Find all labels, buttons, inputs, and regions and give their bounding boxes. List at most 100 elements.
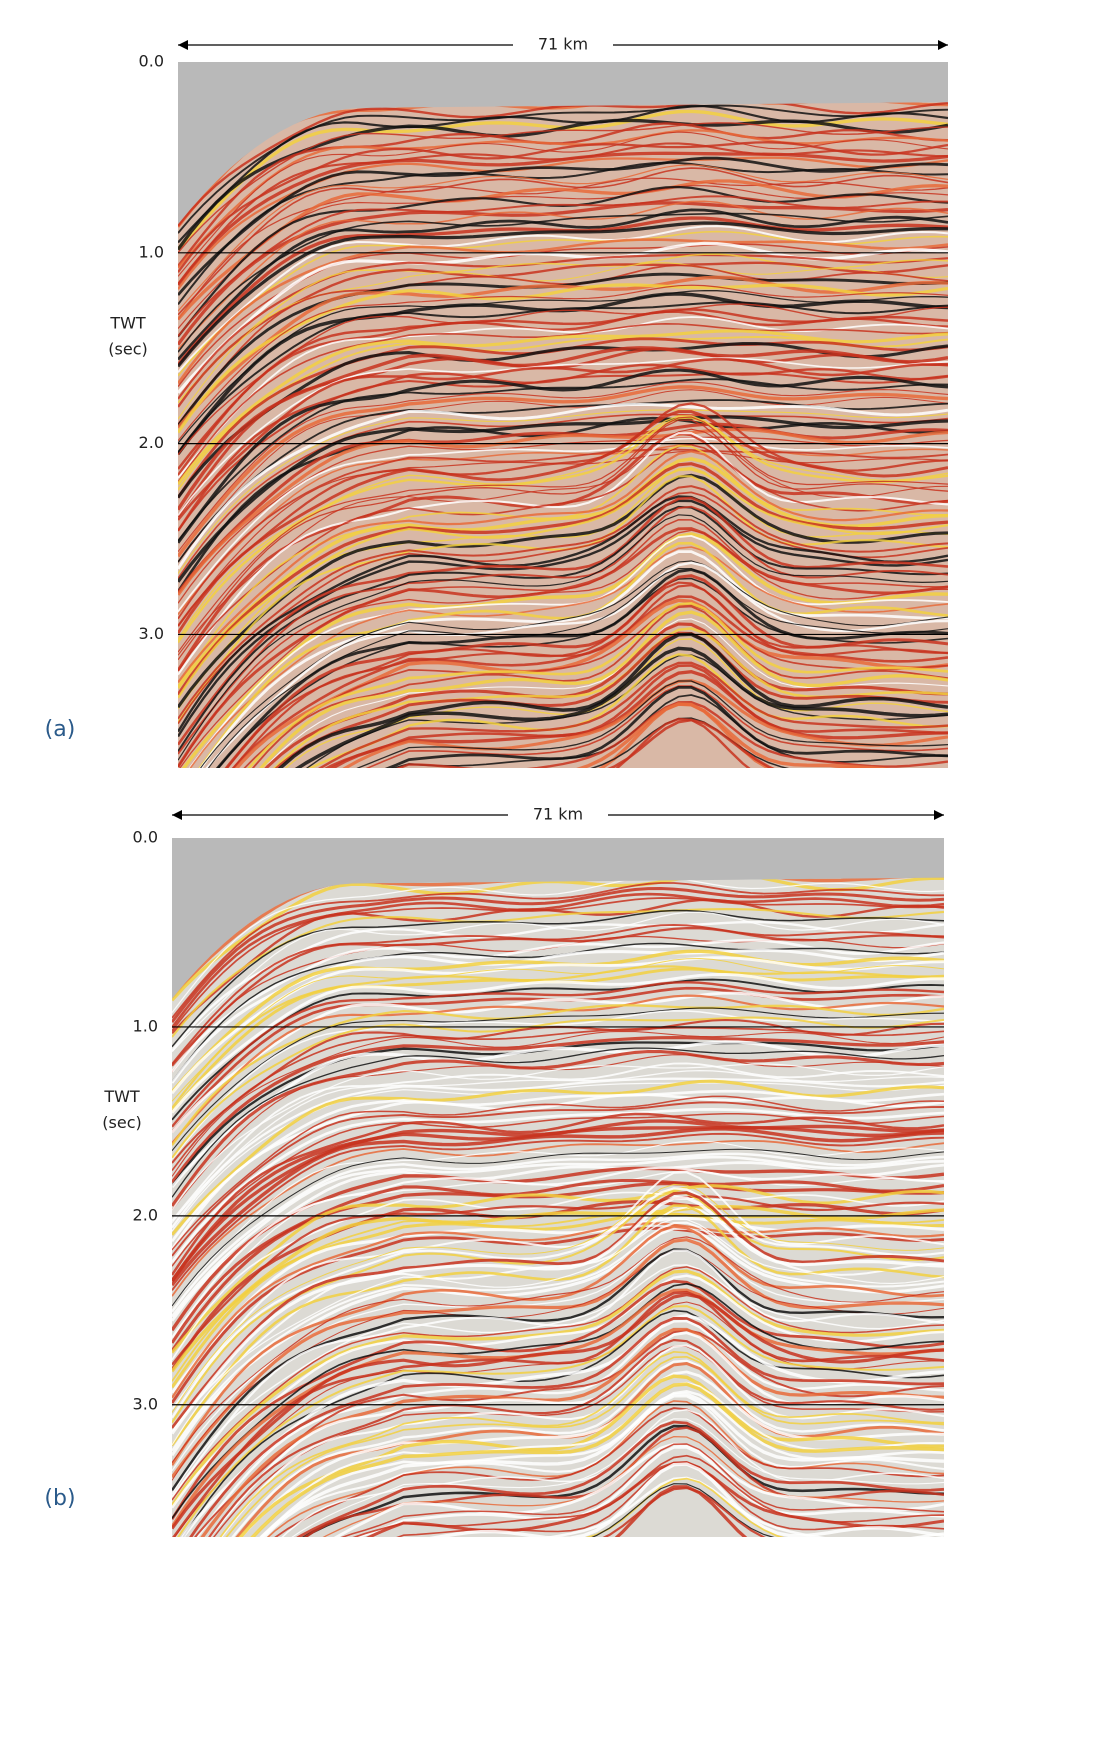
seismic-image bbox=[178, 62, 948, 768]
reflector bbox=[238, 1374, 944, 1537]
reflector bbox=[219, 1344, 944, 1537]
reflector bbox=[172, 1266, 944, 1501]
reflector bbox=[181, 1314, 944, 1537]
reflector bbox=[234, 598, 948, 768]
reflector bbox=[172, 980, 944, 1128]
reflector bbox=[434, 702, 890, 768]
reflector bbox=[178, 179, 948, 321]
reflector bbox=[172, 965, 944, 1109]
reflector bbox=[178, 156, 948, 296]
reflector bbox=[178, 264, 948, 425]
reflector bbox=[178, 357, 948, 521]
reflector bbox=[172, 1007, 944, 1152]
reflector bbox=[178, 466, 948, 710]
reflector bbox=[172, 908, 944, 1038]
reflector bbox=[172, 1010, 944, 1160]
scale-label: 71 km bbox=[533, 805, 583, 824]
reflector bbox=[172, 1204, 944, 1447]
reflector bbox=[172, 1184, 944, 1354]
reflector bbox=[178, 368, 948, 544]
y-tick-label: 3.0 bbox=[133, 1394, 158, 1413]
reflector bbox=[178, 402, 948, 570]
reflector bbox=[231, 595, 948, 768]
reflector bbox=[172, 882, 944, 1019]
reflector bbox=[178, 381, 948, 553]
reflector bbox=[172, 1112, 944, 1267]
reflector bbox=[172, 1132, 944, 1291]
reflector bbox=[200, 1327, 944, 1537]
reflector bbox=[172, 1047, 944, 1198]
reflector bbox=[178, 378, 948, 542]
reflector bbox=[296, 1420, 944, 1537]
reflector bbox=[178, 496, 948, 746]
reflector bbox=[172, 872, 944, 1002]
reflector bbox=[396, 1460, 944, 1537]
water-column bbox=[172, 838, 944, 999]
reflector bbox=[178, 437, 948, 613]
reflector bbox=[189, 1316, 944, 1537]
reflector bbox=[172, 909, 944, 1048]
reflector bbox=[172, 1195, 944, 1366]
reflector bbox=[178, 462, 948, 696]
reflector bbox=[172, 1049, 944, 1207]
reflector bbox=[178, 99, 948, 227]
reflector bbox=[178, 301, 948, 454]
reflector bbox=[172, 1139, 944, 1297]
reflector bbox=[178, 275, 948, 429]
reflector bbox=[181, 532, 948, 768]
reflector bbox=[266, 1400, 944, 1537]
reflector bbox=[178, 385, 948, 558]
reflector bbox=[172, 1166, 944, 1339]
reflector bbox=[172, 1030, 944, 1177]
reflector bbox=[178, 432, 948, 676]
reflector bbox=[172, 1187, 944, 1419]
reflector bbox=[178, 208, 948, 361]
reflector bbox=[172, 1126, 944, 1283]
y-tick-label: 0.0 bbox=[139, 52, 164, 71]
panel-label: (a) bbox=[45, 717, 76, 742]
reflector bbox=[365, 1461, 944, 1537]
reflector bbox=[179, 529, 948, 768]
reflector bbox=[178, 514, 948, 761]
reflector bbox=[172, 1218, 944, 1446]
reflector bbox=[172, 1216, 944, 1394]
reflector bbox=[217, 577, 948, 768]
reflector bbox=[172, 1079, 944, 1236]
reflector bbox=[250, 1382, 944, 1537]
reflector bbox=[301, 1424, 944, 1537]
reflector bbox=[205, 561, 948, 768]
reflector bbox=[340, 1443, 944, 1537]
reflector bbox=[178, 238, 948, 385]
reflector bbox=[178, 347, 948, 518]
reflector bbox=[178, 201, 948, 346]
reflector bbox=[178, 261, 948, 408]
reflector bbox=[178, 485, 948, 720]
reflector bbox=[231, 1359, 944, 1537]
reflector bbox=[352, 1445, 944, 1537]
reflector bbox=[178, 151, 948, 287]
reflector bbox=[172, 892, 944, 1029]
reflector bbox=[178, 428, 948, 656]
reflector bbox=[178, 450, 948, 684]
reflector bbox=[172, 1155, 944, 1318]
reflector bbox=[251, 605, 948, 768]
reflector bbox=[172, 1077, 944, 1229]
reflector bbox=[172, 886, 944, 1024]
reflector bbox=[178, 164, 948, 312]
seismic-image bbox=[172, 838, 944, 1537]
reflector bbox=[178, 283, 948, 434]
reflector bbox=[195, 1319, 944, 1537]
reflector bbox=[395, 700, 948, 768]
reflector bbox=[172, 972, 944, 1114]
reflector bbox=[225, 1355, 944, 1537]
reflector bbox=[172, 876, 944, 1013]
reflector bbox=[178, 167, 948, 316]
reflector bbox=[199, 560, 948, 768]
reflector bbox=[178, 104, 948, 244]
reflector bbox=[172, 1112, 944, 1276]
reflector bbox=[322, 1435, 944, 1537]
axis-label: TWT bbox=[103, 1087, 140, 1106]
reflector bbox=[172, 1264, 944, 1495]
reflector bbox=[172, 1269, 944, 1507]
